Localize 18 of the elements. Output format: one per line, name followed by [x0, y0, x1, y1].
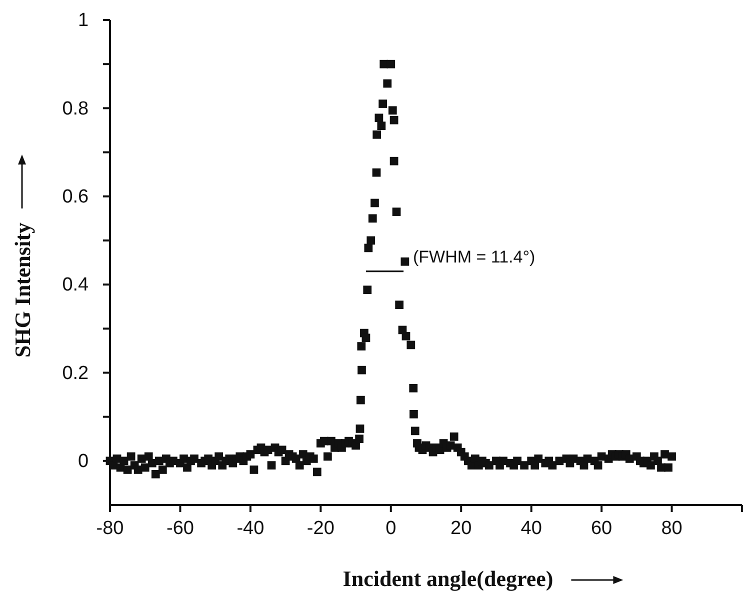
y-tick-label: 0	[78, 450, 89, 472]
x-tick-label: -20	[306, 518, 334, 539]
x-tick-label: -60	[166, 518, 194, 539]
y-axis-title: SHG Intensity	[10, 222, 35, 358]
x-tick-label: 0	[386, 518, 396, 539]
x-tick-label: -40	[236, 518, 264, 539]
x-tick-label: 40	[520, 518, 542, 539]
y-tick-label: 0.6	[62, 186, 89, 208]
annotation: (FWHM = 11.4°)	[413, 248, 536, 267]
x-tick-label: 60	[590, 518, 612, 539]
y-tick-label: 1	[78, 10, 89, 32]
y-tick-label: 0.8	[62, 98, 89, 120]
x-tick-label: -80	[96, 518, 124, 539]
x-tick-label: 80	[661, 518, 682, 539]
y-tick-label: 0.2	[62, 362, 89, 384]
y-tick-label: 0.4	[62, 274, 90, 296]
x-axis-title: Incident angle(degree)	[342, 566, 554, 591]
x-tick-label: 20	[450, 518, 472, 539]
